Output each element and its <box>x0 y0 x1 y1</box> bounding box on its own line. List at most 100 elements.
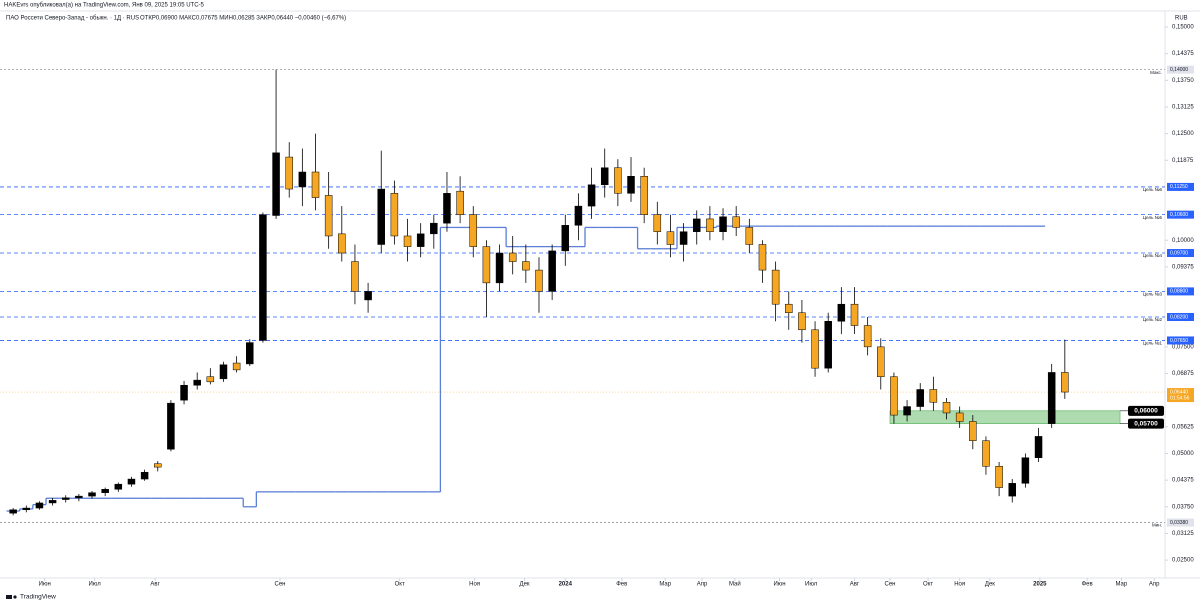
candle-body <box>88 492 96 497</box>
level-label-box <box>1167 287 1194 296</box>
level-label-box <box>1167 210 1194 219</box>
brand: TradingView <box>20 594 56 601</box>
candle-body <box>679 231 688 245</box>
candle-body <box>771 269 780 305</box>
candle-body <box>837 303 846 322</box>
candle-body <box>272 152 280 216</box>
y-tick-label: 0,03125 <box>1172 531 1194 537</box>
x-tick-label: Апр <box>697 582 708 588</box>
candle-body <box>561 225 570 252</box>
level-label: 0,10600 <box>1170 212 1188 218</box>
x-tick-label: Сен <box>884 582 895 588</box>
candle-body <box>390 193 399 237</box>
candle-body <box>1047 372 1056 424</box>
candle-body <box>508 252 517 262</box>
y-tick-label: 0,13750 <box>1172 78 1194 84</box>
candle-body <box>482 246 491 284</box>
candle-body <box>942 402 951 414</box>
candle-body <box>1021 457 1030 484</box>
level-label: 0,08800 <box>1170 289 1188 295</box>
candle-body <box>653 214 662 232</box>
level-label: 0,07650 <box>1170 338 1188 344</box>
candle-body <box>127 478 136 485</box>
currency: RUB <box>1175 16 1188 22</box>
candle-body <box>535 269 543 292</box>
candle-body <box>206 376 215 383</box>
candle-body <box>101 489 109 493</box>
candle-body <box>877 346 885 377</box>
zone-label-box <box>1128 418 1164 429</box>
y-tick-label: 0,11875 <box>1172 158 1194 164</box>
level-label-box <box>1167 336 1194 345</box>
candle-body <box>259 214 267 341</box>
candle-body <box>955 412 964 422</box>
y-tick-label: 0,03750 <box>1172 504 1194 510</box>
candle-body <box>627 176 635 194</box>
candle-body <box>745 227 754 245</box>
candle-body <box>35 502 44 509</box>
ohlc-text: ОТКР0,06900 МАКС0,07675 МИН0,06285 ЗАКР0… <box>140 16 346 22</box>
candle-body <box>298 171 307 188</box>
x-tick-label: Фев <box>1082 582 1093 588</box>
symbol-title: ПАО Россети Северо-Запад - обыкн. · 1Д ·… <box>6 16 139 22</box>
level-name: Цель №4 <box>1143 253 1163 258</box>
zone-label-box <box>1128 405 1164 416</box>
candle-body <box>969 421 977 441</box>
candle-body <box>863 325 872 348</box>
level-name: Цель №3 <box>1143 292 1163 297</box>
candle-body <box>1008 483 1016 497</box>
candle-body <box>219 364 228 380</box>
candle-body <box>167 402 175 450</box>
candle-body <box>377 188 385 245</box>
candle-body <box>811 329 819 369</box>
x-tick-label: Сен <box>275 582 286 588</box>
candle-body <box>995 466 1003 488</box>
candle-body <box>140 471 149 480</box>
y-tick-label: 0,05625 <box>1172 424 1194 430</box>
x-tick-label: 2025 <box>1033 582 1047 588</box>
candle-body <box>351 261 359 292</box>
published-line: HAKEvrs опубликовал(а) на TradingView.co… <box>4 3 205 9</box>
candle-body <box>61 497 70 500</box>
last-price-box <box>1167 388 1194 403</box>
x-tick-label: Ноя <box>469 582 480 588</box>
x-tick-label: Окт <box>395 582 405 588</box>
x-tick-label: Мар <box>659 582 671 588</box>
candle-body <box>758 244 767 271</box>
candle-body <box>180 384 188 401</box>
candle-body <box>193 379 201 386</box>
candle-body <box>916 389 924 407</box>
level-label-box <box>1167 182 1194 191</box>
level-label-box <box>1167 65 1194 74</box>
x-tick-label: Июл <box>805 582 818 588</box>
candle-body <box>114 483 123 490</box>
candle-body <box>311 171 320 198</box>
candle-body <box>850 303 859 326</box>
candle-body <box>338 233 346 254</box>
candle-body <box>614 167 622 194</box>
level-label-box <box>1167 518 1194 527</box>
candle-body <box>640 176 648 215</box>
candle-body <box>692 218 701 232</box>
candle-body <box>732 216 740 228</box>
last-price-label: 0,06440 <box>1170 389 1188 395</box>
y-tick-label: 0,14375 <box>1172 51 1194 57</box>
candle-body <box>666 231 675 245</box>
candle-body <box>232 362 241 371</box>
level-name: Мин. <box>1152 523 1162 528</box>
x-tick-label: Июн <box>773 582 785 588</box>
candle-body <box>48 500 57 504</box>
level-label: 0,03380 <box>1170 520 1188 526</box>
x-tick-label: Май <box>729 581 741 588</box>
x-tick-label: Окт <box>923 582 933 588</box>
candle-body <box>982 440 990 467</box>
y-tick-label: 0,04375 <box>1172 478 1194 484</box>
x-tick-label: Авг <box>150 582 160 588</box>
last-price-timer: 01:54:56 <box>1170 395 1190 401</box>
candle-body <box>798 312 806 331</box>
candle-body <box>75 495 83 499</box>
level-label: 0,11250 <box>1170 184 1188 190</box>
